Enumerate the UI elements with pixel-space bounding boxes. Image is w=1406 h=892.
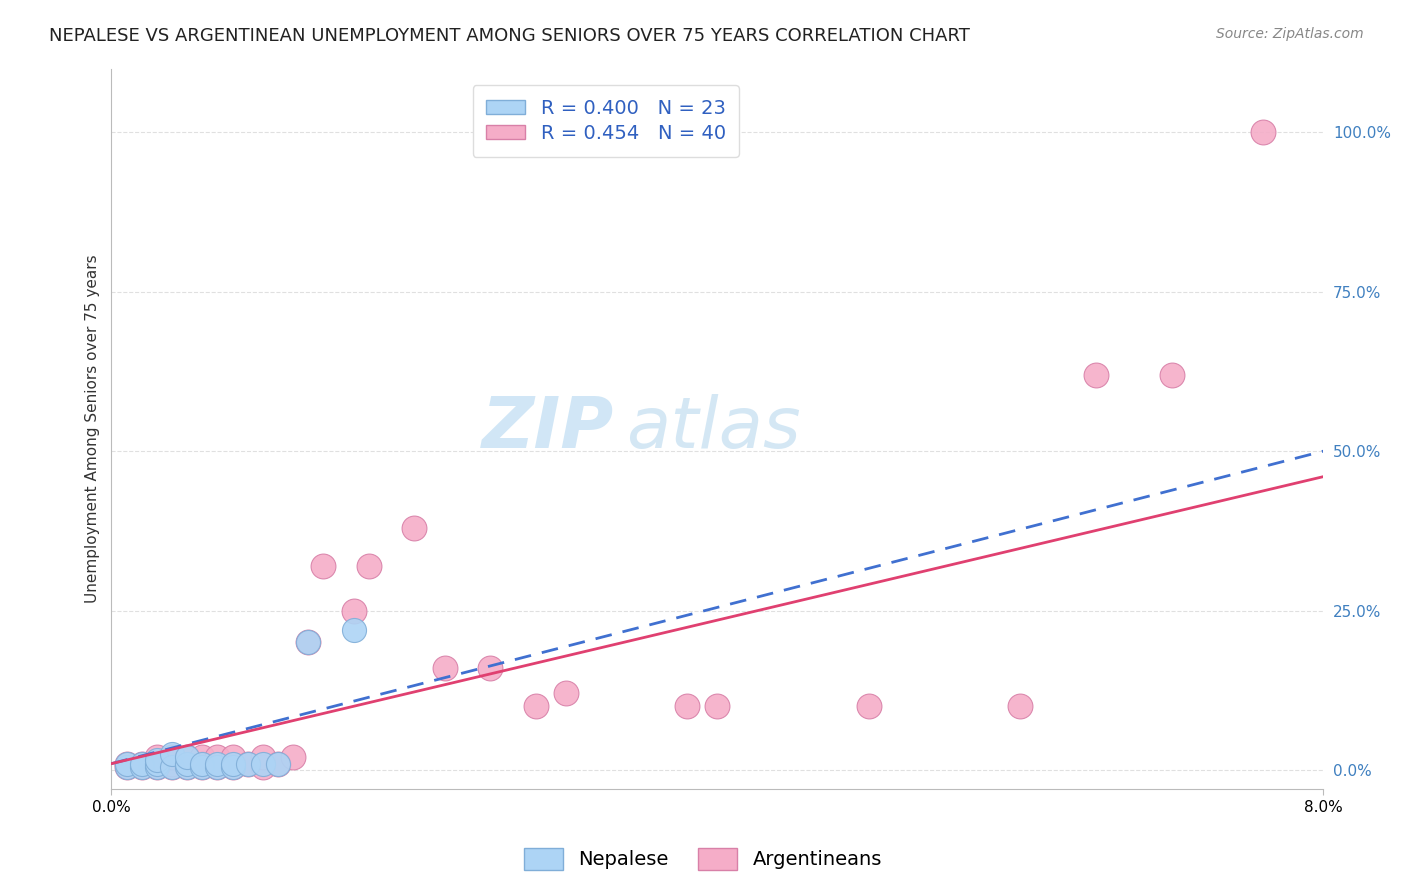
Point (131, 760, 153, 774)
Point (146, 756, 169, 771)
Point (267, 756, 290, 771)
Point (191, 756, 214, 771)
Point (131, 760, 153, 774)
Point (1010, 699, 1032, 714)
Point (343, 623, 366, 637)
Point (115, 760, 138, 774)
Point (160, 760, 183, 774)
Point (115, 760, 138, 774)
Point (236, 756, 259, 771)
Point (343, 604, 366, 618)
Point (176, 760, 198, 774)
Point (131, 756, 153, 771)
Point (858, 699, 880, 714)
Point (146, 754, 169, 768)
Point (191, 760, 214, 774)
Point (146, 750, 169, 764)
Point (357, 558, 380, 573)
Point (176, 756, 198, 771)
Legend: Nepalese, Argentineans: Nepalese, Argentineans (516, 839, 890, 878)
Point (1251, 125, 1274, 139)
Point (524, 699, 547, 714)
Point (207, 756, 229, 771)
Point (312, 558, 335, 573)
Text: NEPALESE VS ARGENTINEAN UNEMPLOYMENT AMONG SENIORS OVER 75 YEARS CORRELATION CHA: NEPALESE VS ARGENTINEAN UNEMPLOYMENT AMO… (49, 27, 970, 45)
Point (176, 750, 198, 764)
Point (160, 750, 183, 764)
Text: atlas: atlas (627, 394, 801, 463)
Text: Source: ZipAtlas.com: Source: ZipAtlas.com (1216, 27, 1364, 41)
Point (207, 750, 229, 764)
Point (252, 760, 274, 774)
Point (115, 756, 138, 771)
Text: ZIP: ZIP (482, 394, 614, 463)
Point (252, 756, 274, 771)
Point (236, 756, 259, 771)
Point (283, 750, 305, 764)
Point (297, 635, 319, 649)
Point (297, 635, 319, 649)
Point (676, 699, 699, 714)
Point (1160, 368, 1182, 382)
Y-axis label: Unemployment Among Seniors over 75 years: Unemployment Among Seniors over 75 years (86, 254, 100, 603)
Point (207, 760, 229, 774)
Point (160, 756, 183, 771)
Point (146, 756, 169, 771)
Point (433, 661, 456, 675)
Point (191, 760, 214, 774)
Point (160, 747, 183, 761)
Point (221, 756, 243, 771)
Point (221, 760, 243, 774)
Point (221, 750, 243, 764)
Point (207, 760, 229, 774)
Point (191, 756, 214, 771)
Legend: R = 0.400   N = 23, R = 0.454   N = 40: R = 0.400 N = 23, R = 0.454 N = 40 (472, 86, 740, 156)
Point (404, 521, 426, 535)
Point (160, 760, 183, 774)
Point (1085, 368, 1108, 382)
Point (176, 760, 198, 774)
Point (131, 756, 153, 771)
Point (554, 686, 576, 700)
Point (252, 750, 274, 764)
Point (115, 756, 138, 771)
Point (267, 756, 290, 771)
Point (146, 760, 169, 774)
Point (479, 661, 502, 675)
Point (176, 750, 198, 764)
Point (706, 699, 728, 714)
Point (191, 750, 214, 764)
Point (221, 760, 243, 774)
Point (146, 760, 169, 774)
